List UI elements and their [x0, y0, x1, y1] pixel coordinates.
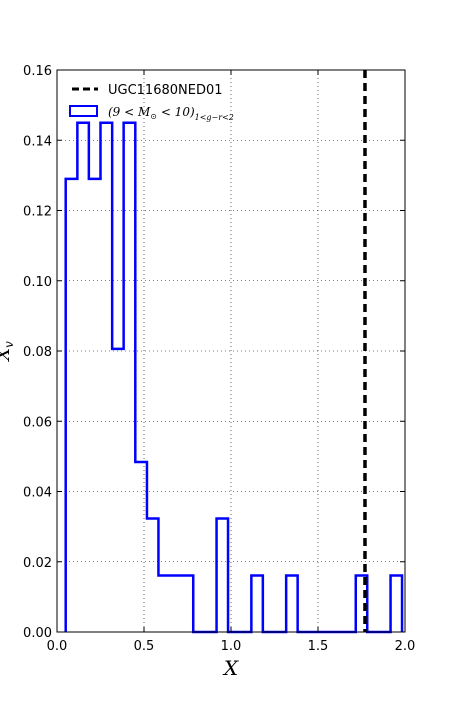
axis-ticks: 0.0 0.5 1.0 1.5 2.0 0.00 0.02 0.04 0.06 0.08 0.10 0… [23, 64, 415, 654]
y-tick-label: 0.04 [23, 486, 52, 501]
histogram-bin [182, 575, 193, 632]
histogram-bin [89, 179, 101, 632]
x-tick-label: 0.5 [134, 639, 155, 654]
histogram-bin [170, 575, 182, 632]
y-tick-label: 0.10 [23, 275, 52, 290]
histogram-bin [77, 123, 88, 632]
x-tick-label: 0.0 [47, 639, 68, 654]
y-tick-label: 0.14 [23, 134, 52, 149]
histogram-bin [66, 179, 78, 632]
x-tick-label: 1.5 [308, 639, 329, 654]
y-axis-label-subscript: v [2, 341, 16, 348]
histogram-bin [147, 519, 158, 632]
legend-sun-subscript: ⊙ [150, 112, 157, 121]
x-axis-label: X [222, 656, 239, 680]
x-tick-label: 1.0 [221, 639, 242, 654]
legend-color-subscript: 1<g−r<2 [195, 113, 234, 122]
y-tick-label: 0.16 [23, 64, 52, 79]
histogram-bin [391, 575, 402, 632]
legend-histogram-swatch [69, 105, 98, 117]
y-tick-label: 0.12 [23, 205, 52, 220]
histogram-bin [286, 575, 297, 632]
y-tick-label: 0.06 [23, 415, 52, 430]
legend-reference-label: UGC11680NED01 [108, 83, 223, 98]
y-tick-label: 0.02 [23, 556, 52, 571]
histogram-bin [124, 123, 136, 632]
x-tick-label: 2.0 [395, 639, 416, 654]
histogram-bin [158, 575, 170, 632]
y-tick-label: 0.08 [23, 345, 52, 360]
histogram-bin [251, 575, 262, 632]
histogram-bin [112, 349, 123, 632]
y-axis-label: Xv [0, 341, 16, 363]
y-tick-label: 0.00 [23, 626, 52, 641]
histogram-bin [217, 519, 228, 632]
histogram-bin [135, 462, 147, 632]
histogram-bin [101, 123, 113, 632]
